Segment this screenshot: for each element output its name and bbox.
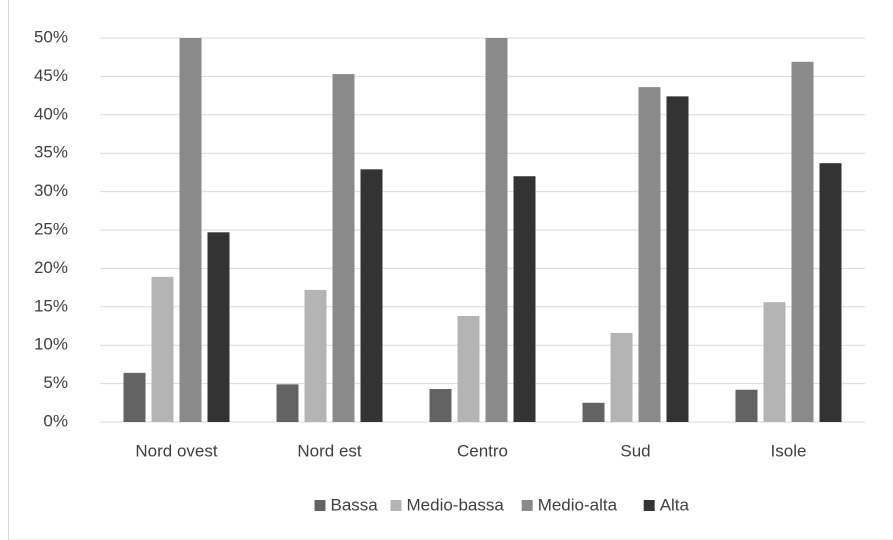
bar <box>582 402 605 422</box>
bar <box>179 38 202 422</box>
y-tick-label: 35% <box>34 143 68 162</box>
bar <box>207 232 230 422</box>
y-tick-label: 10% <box>34 335 68 354</box>
y-tick-label: 5% <box>43 373 68 392</box>
y-tick-label: 0% <box>43 411 68 430</box>
bar <box>304 289 327 422</box>
bar <box>513 176 536 422</box>
bar <box>429 388 452 422</box>
bar <box>123 372 146 422</box>
x-tick-label: Isole <box>771 441 807 460</box>
y-tick-label: 25% <box>34 219 68 238</box>
bar <box>735 389 758 422</box>
y-tick-label: 40% <box>34 104 68 123</box>
bar <box>610 332 633 422</box>
y-tick-label: 30% <box>34 181 68 200</box>
chart-frame <box>8 0 893 540</box>
legend-label: Alta <box>660 495 690 514</box>
bar <box>791 61 814 423</box>
bar <box>819 163 842 422</box>
y-tick-label: 45% <box>34 66 68 85</box>
x-tick-label: Centro <box>457 441 508 460</box>
bar <box>763 302 786 422</box>
bar <box>457 316 480 422</box>
legend-label: Medio-bassa <box>407 495 505 514</box>
y-tick-label: 15% <box>34 296 68 315</box>
x-tick-label: Nord est <box>297 441 362 460</box>
y-tick-label: 20% <box>34 258 68 277</box>
legend-swatch <box>643 500 655 511</box>
x-tick-label: Sud <box>620 441 650 460</box>
bar <box>332 74 355 422</box>
bar <box>151 276 174 422</box>
legend-swatch <box>390 500 402 511</box>
bar <box>360 169 383 422</box>
legend-label: Bassa <box>331 495 379 514</box>
bar <box>666 96 689 423</box>
legend-label: Medio-alta <box>538 495 618 514</box>
legend-swatch <box>314 500 326 511</box>
bar <box>638 87 661 422</box>
x-tick-label: Nord ovest <box>135 441 217 460</box>
bar <box>485 38 508 422</box>
legend-swatch <box>521 500 533 511</box>
bar <box>276 384 299 422</box>
y-tick-label: 50% <box>34 27 68 46</box>
